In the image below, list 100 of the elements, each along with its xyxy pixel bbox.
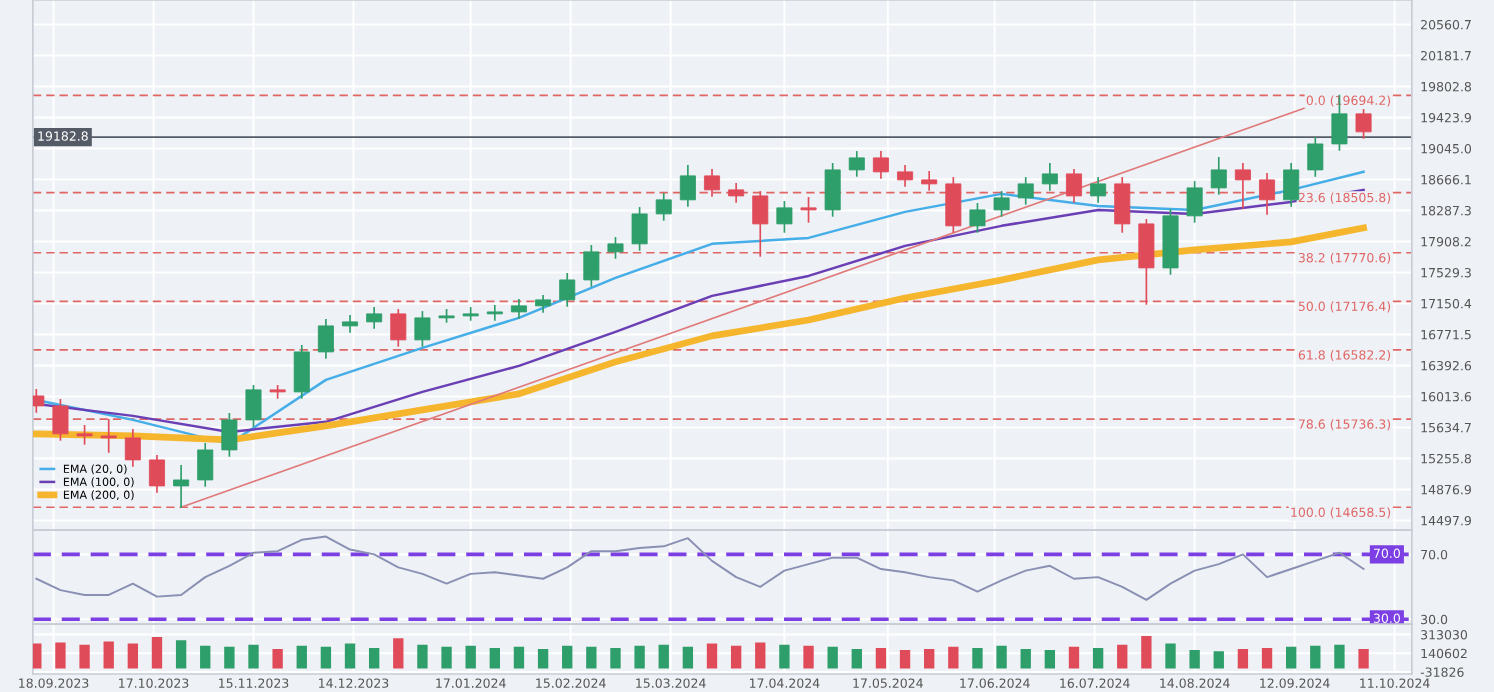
candlestick [969,203,986,233]
candlestick [993,191,1010,217]
candlestick [848,151,865,177]
bar [948,646,959,669]
bar [79,644,90,669]
bar [417,644,428,669]
candlestick [197,443,214,487]
candlestick [317,319,334,359]
bar [465,645,476,669]
candlestick [631,207,648,251]
bar [1286,646,1297,669]
bar [706,643,718,669]
bar [224,646,235,669]
candlestick [486,305,503,321]
candlestick [390,309,407,347]
candlestick [1210,157,1227,195]
bar [55,642,66,669]
bar [1044,650,1056,669]
bar [1117,644,1128,669]
candlestick [221,413,238,457]
bar [368,647,380,669]
candlestick [462,307,479,321]
bar [393,638,404,669]
candlestick [583,245,600,287]
bar [537,648,549,669]
candlestick [148,455,165,493]
candlestick [1065,169,1082,203]
bar [1092,647,1104,669]
bar [924,648,935,669]
candlestick [1186,181,1203,223]
candlestick [655,193,672,221]
bar [851,648,862,669]
candlestick [1234,163,1251,209]
bar [972,647,983,669]
bar [899,650,911,669]
bar [248,644,259,669]
candlestick [607,237,624,259]
bar [1334,644,1345,669]
bar [1189,650,1200,669]
candlestick [173,465,190,509]
bar [296,645,307,669]
candlestick [1041,163,1058,191]
candlestick [752,191,769,257]
bar [996,645,1007,669]
candlestick [945,177,962,233]
candlestick [1259,173,1276,215]
candlestick [1355,109,1372,139]
bar [658,644,669,669]
bar [610,647,621,669]
candlestick [679,165,696,207]
candlestick [1017,177,1034,205]
bar [827,646,838,669]
bar [127,643,139,669]
bar [875,647,887,669]
candlestick [1307,137,1324,177]
bar [803,645,814,669]
bar [513,646,525,669]
candlestick [1114,177,1131,233]
bar [779,644,790,669]
bar [1358,648,1369,669]
line-series [35,535,1365,601]
candlestick [414,311,431,347]
candlestick [872,151,889,179]
candlestick [921,171,938,191]
bar [1310,645,1321,669]
candlestick [704,169,721,197]
bar [682,646,694,669]
candlestick [559,273,576,307]
candlestick [800,197,817,223]
bar [1141,635,1152,669]
bar [200,645,211,669]
bar [103,641,114,669]
bar [1213,651,1224,669]
candlestick [293,345,310,399]
bar [634,645,645,669]
candlestick [366,307,383,329]
candlestick [1090,177,1107,203]
candlestick [100,419,117,453]
bar [586,646,597,669]
bar [1261,647,1273,669]
bar [489,647,500,669]
candlestick [124,429,141,467]
bar [1237,648,1249,669]
candlestick [776,201,793,233]
bar [1165,643,1176,669]
candlestick [824,163,841,217]
bar [151,637,163,669]
bar [441,646,452,669]
bar [272,648,283,669]
bar [320,646,332,669]
bar [344,643,356,669]
bar [175,640,187,669]
bar [562,645,573,669]
candlestick [1138,219,1155,305]
candlestick [245,385,262,427]
candlestick [52,399,69,441]
bar [1020,648,1031,669]
bar [1068,646,1080,669]
candlestick [1283,163,1300,207]
bar [755,642,766,669]
